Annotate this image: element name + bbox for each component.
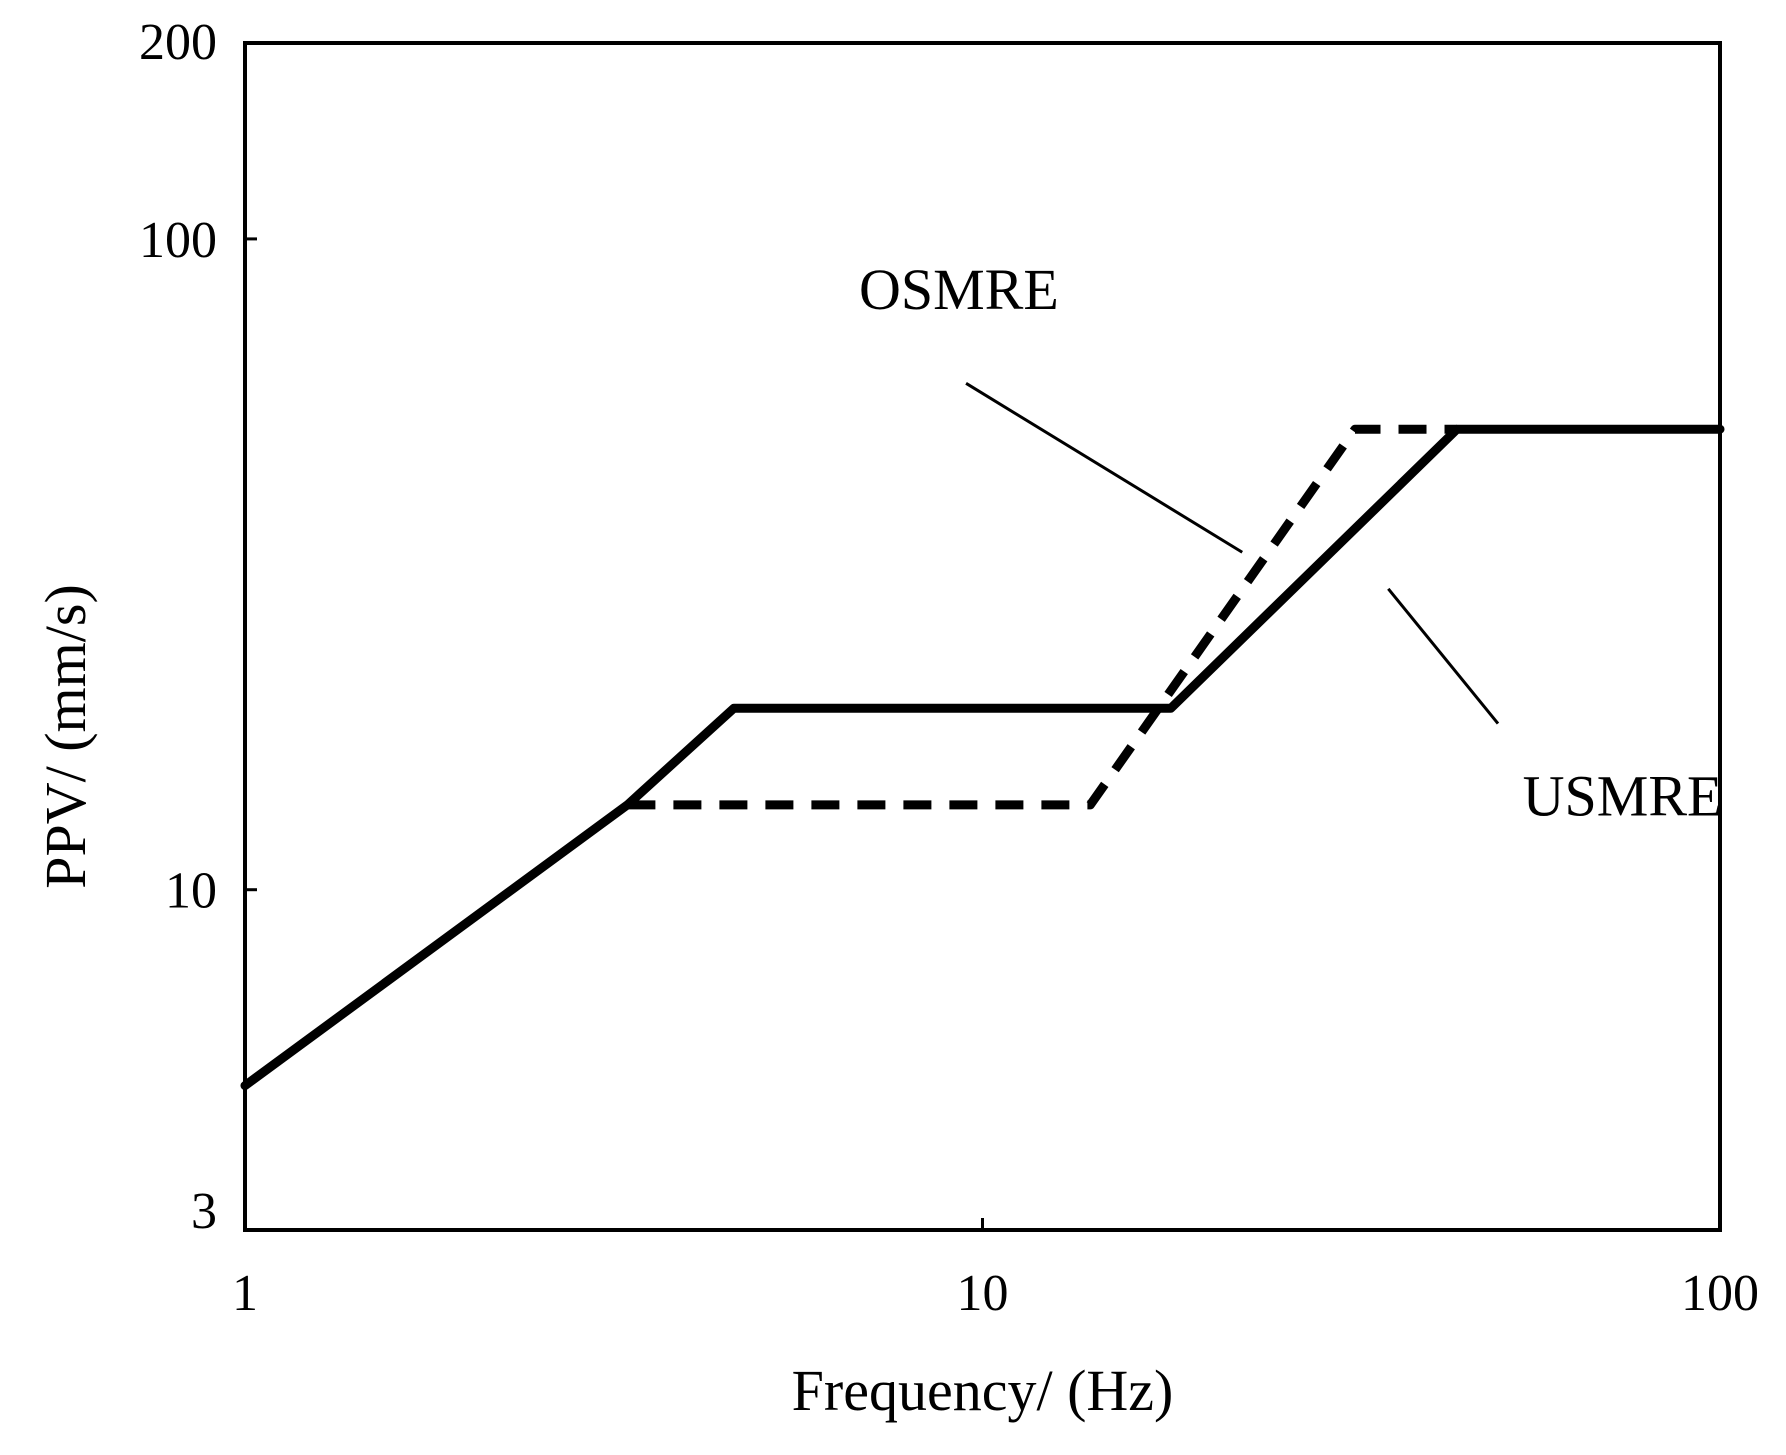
annotation-label-usmre: USMRE [1523, 764, 1723, 829]
annotation-pointer-osmre [965, 382, 1244, 554]
y-tick-label-10: 10 [165, 863, 217, 920]
y-tick-label-100: 100 [139, 212, 217, 269]
x-tick-label-100: 100 [1681, 1265, 1759, 1322]
x-tick-label-1: 1 [232, 1265, 258, 1322]
y-axis-label: PPV/ (mm/s) [33, 584, 98, 889]
y-tick-label-3: 3 [191, 1183, 217, 1240]
series-line-osmre [627, 424, 1457, 810]
y-tick-label-200: 200 [139, 14, 217, 71]
annotation-label-osmre: OSMRE [859, 257, 1059, 322]
x-axis-label: Frequency/ (Hz) [792, 1358, 1174, 1423]
annotation-pointer-usmre [1387, 587, 1500, 725]
annotation-layer: OSMRE USMRE [859, 257, 1722, 828]
series-line-usmre [240, 424, 1725, 1091]
series-layer [240, 424, 1725, 1091]
plot-frame [243, 41, 1722, 1232]
x-tick-label-10: 10 [957, 1265, 1009, 1322]
tick-layer: 1 10 100 3 10 100 200 [139, 14, 1759, 1322]
